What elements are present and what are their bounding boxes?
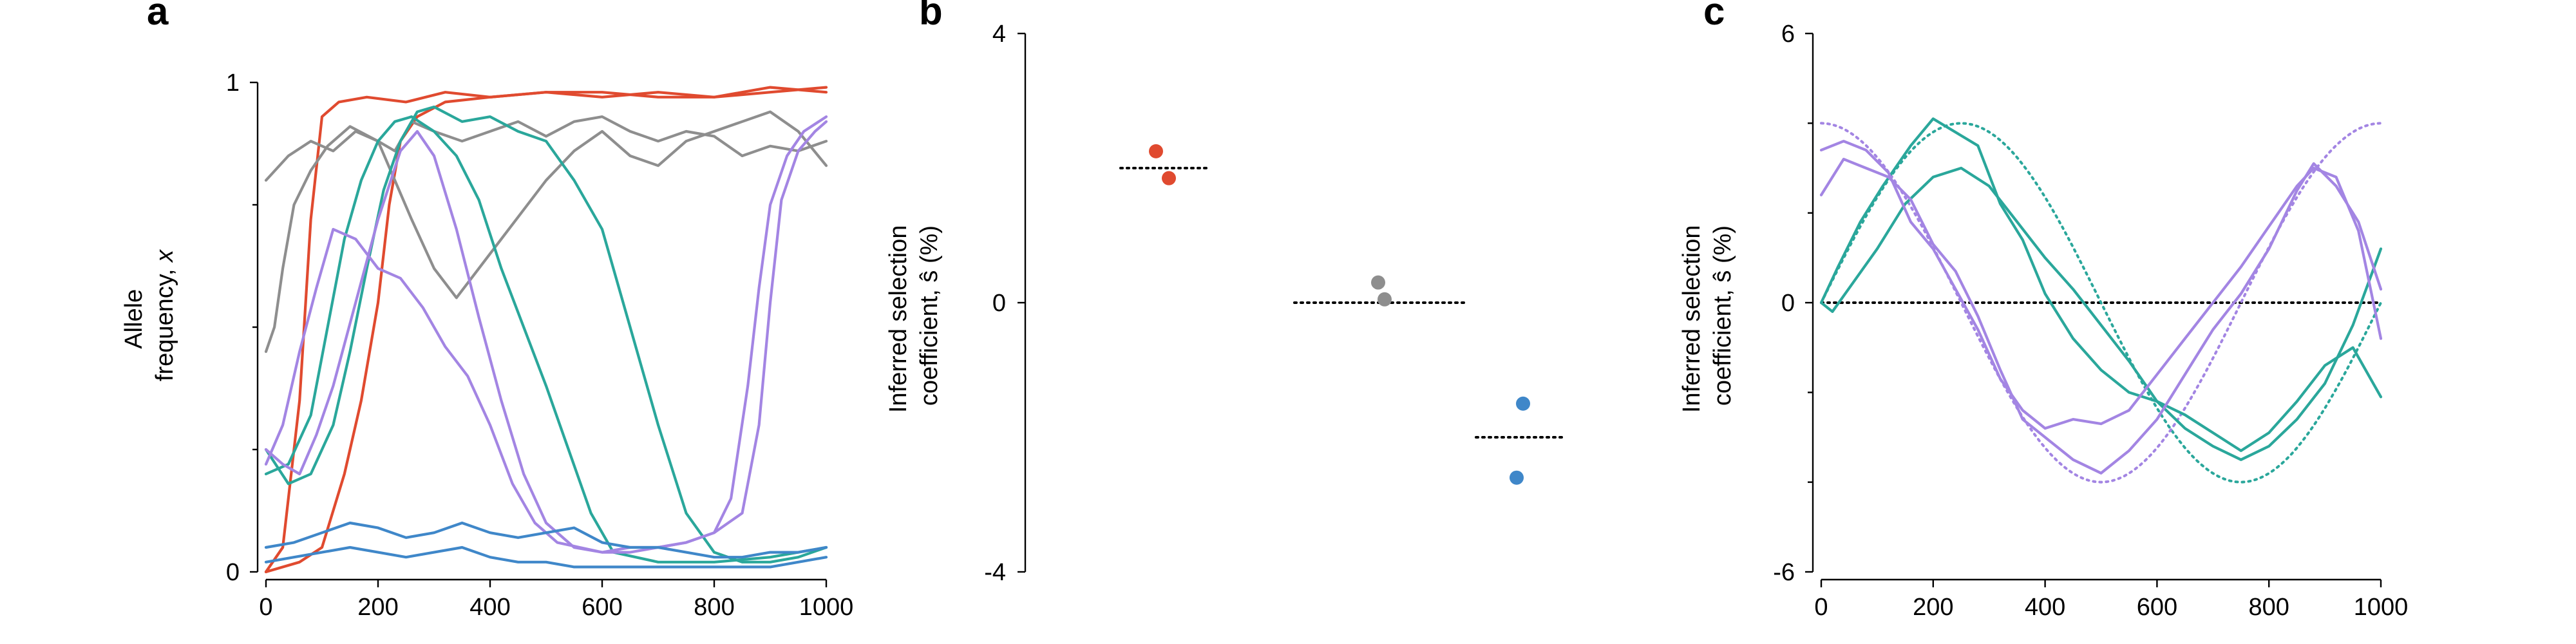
panel-c-series-group — [1819, 117, 2383, 484]
panel-c-ylabel-line1: Inferred selection — [1678, 225, 1705, 413]
panel-a-series-line-1 — [264, 86, 828, 574]
panel-b-point-1-1 — [1149, 144, 1163, 158]
panel-a-series-line-8 — [264, 115, 828, 554]
panel-a-x-tick-label: 600 — [582, 594, 622, 621]
panel-letter-a: a — [147, 0, 169, 33]
panel-a-series-group — [264, 86, 828, 574]
panel-c-x-tick-label: 200 — [1913, 594, 1953, 621]
panel-b-y-tick-label: 0 — [992, 290, 1006, 317]
panel-c-series-line-1 — [1819, 166, 2383, 461]
panel-a-series-line-10 — [264, 545, 828, 569]
panel-a-y-tick-label: 1 — [226, 70, 240, 97]
panel-a-x-tick-label: 200 — [357, 594, 398, 621]
panel-a-x-tick-label: 0 — [259, 594, 272, 621]
panel-b-point-1-2 — [1162, 171, 1176, 185]
panel-b-points-group — [1119, 144, 1565, 485]
panel-a-series-line-2 — [264, 86, 828, 574]
panel-a-series-line-6 — [264, 115, 828, 564]
panel-c-x-tick-label: 0 — [1814, 594, 1828, 621]
panel-a-ylabel-var: x — [151, 249, 178, 263]
panel-a-x-tick-label: 400 — [469, 594, 510, 621]
panel-a-series-line-4 — [264, 110, 828, 299]
panel-b: b Inferred selection coefficient, ŝ (%) … — [885, 0, 1565, 586]
panel-b-y-tick-label: 4 — [992, 21, 1006, 48]
panel-c-x-tick-label: 400 — [2025, 594, 2065, 621]
panel-b-ylabel: Inferred selection coefficient, ŝ (%) — [885, 218, 943, 413]
panel-c-y-tick-label: -6 — [1773, 559, 1795, 586]
panel-c-series-line-3 — [1819, 158, 2383, 475]
panel-b-ylabel-line1: Inferred selection — [885, 225, 912, 413]
panel-c-y-tick-label: 6 — [1781, 21, 1795, 48]
panel-b-point-3-1 — [1516, 396, 1530, 411]
panel-c-ticks: 0 200 400 600 800 1000 -6 0 6 — [1773, 21, 2408, 621]
panel-c-true-curve-2 — [1820, 122, 2382, 484]
panel-a-series-line-5 — [264, 105, 828, 564]
panel-a-y-tick-label: 0 — [226, 559, 240, 586]
panel-a-x-tick-label: 1000 — [799, 594, 854, 621]
panel-a-ylabel-line1: Allele — [120, 289, 147, 349]
panel-b-ticks: -4 0 4 — [984, 21, 1025, 586]
panel-b-point-3-2 — [1510, 470, 1524, 485]
panel-b-point-2-1 — [1371, 275, 1385, 290]
panel-c-ylabel-line2: coefficient, ŝ (%) — [1709, 225, 1736, 406]
panel-b-ylabel-line2: coefficient, ŝ (%) — [916, 225, 943, 406]
panel-a-x-tick-label: 800 — [694, 594, 734, 621]
panel-c: c Inferred selection coefficient, ŝ (%) … — [1678, 0, 2408, 621]
panel-a-ylabel-line2: frequency, — [151, 262, 178, 381]
panel-a-series-line-9 — [264, 521, 828, 559]
panel-a-ticks: 0 200 400 600 800 1000 0 1 — [226, 70, 853, 621]
panel-b-point-2-2 — [1378, 292, 1392, 307]
panel-c-x-tick-label: 1000 — [2354, 594, 2409, 621]
panel-letter-c: c — [1703, 0, 1725, 33]
panel-letter-b: b — [919, 0, 943, 33]
panel-c-x-tick-label: 600 — [2137, 594, 2177, 621]
panel-a-series-line-3 — [264, 115, 828, 354]
panel-b-y-tick-label: -4 — [984, 559, 1006, 586]
panel-c-series-line-2 — [1819, 117, 2383, 452]
panel-c-series-line-4 — [1819, 140, 2383, 430]
panel-c-x-tick-label: 800 — [2248, 594, 2289, 621]
panel-a: a Allele frequency, x 0 200 400 600 800 10000… — [120, 0, 853, 621]
panel-c-y-tick-label: 0 — [1781, 290, 1795, 317]
panel-a-ylabel: Allele frequency, x — [120, 249, 178, 381]
panel-c-true-curve-1 — [1820, 122, 2382, 484]
panel-a-series-line-7 — [264, 120, 828, 554]
panel-c-ylabel: Inferred selection coefficient, ŝ (%) — [1678, 218, 1736, 413]
